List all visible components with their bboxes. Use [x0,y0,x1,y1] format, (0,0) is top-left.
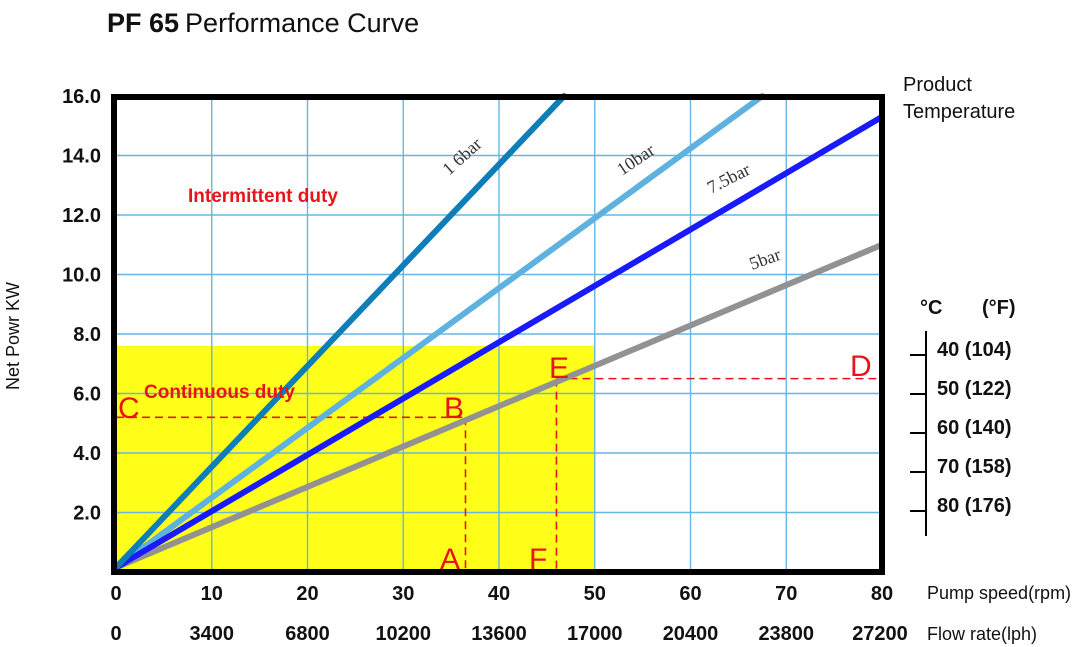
x-tick-label-speed: 10 [201,583,223,605]
y-axis-label: Net Powr KW [3,282,23,390]
x-tick-label-flow: 20400 [663,623,719,645]
x-tick-label-flow: 3400 [190,623,235,645]
annotation-b: B [444,392,464,425]
continuous-duty-label: Continuous duty [144,382,295,403]
annotation-d: D [850,350,872,383]
y-tick-label: 10.0 [62,265,101,287]
y-tick-label: 12.0 [62,205,101,227]
x-tick-label-speed: 40 [488,583,510,605]
y-tick-label: 8.0 [73,324,101,346]
temperature-unit-f: (°F) [982,297,1016,319]
temperature-unit-c: °C [920,297,942,319]
x-tick-label-flow: 10200 [375,623,431,645]
y-tick-label: 6.0 [73,384,101,406]
y-tick-label: 16.0 [62,86,101,108]
x-tick-label-speed: 30 [392,583,414,605]
y-tick-label: 14.0 [62,146,101,168]
y-tick-label: 2.0 [73,503,101,525]
annotation-a: A [440,543,460,576]
x-tick-label-speed: 60 [679,583,701,605]
x-ticks: 0 10 20 30 40 50 60 70 80 0 3400 6800 10200 13600 1700… [110,583,907,645]
x-tick-label-flow: 23800 [758,623,814,645]
temperature-value: 50 (122) [937,378,1012,400]
grid [114,97,882,572]
temperature-value: 80 (176) [937,495,1012,517]
x-tick-label-speed: 70 [775,583,797,605]
x-axis-label-speed: Pump speed(rpm) [927,583,1071,603]
annotation-f: F [529,543,547,576]
temperature-scale-values: 40 (104) 50 (122) 60 (140) 70 (158) 80 (176) [910,339,1012,517]
temperature-label-line2: Temperature [903,101,1015,123]
x-tick-label-flow: 27200 [852,623,908,645]
y-ticks: 16.0 14.0 12.0 10.0 8.0 6.0 4.0 2.0 [62,86,101,525]
x-tick-label-flow: 17000 [567,623,623,645]
x-tick-label-speed: 80 [871,583,893,605]
x-tick-label-speed: 20 [296,583,318,605]
temperature-value: 70 (158) [937,456,1012,478]
x-tick-label-flow: 0 [110,623,121,645]
x-tick-label-flow: 13600 [471,623,527,645]
series-line-10bar [113,93,766,571]
series-line-16bar [113,93,568,571]
x-tick-label-speed: 0 [110,583,121,605]
series-line-5bar [113,241,885,571]
x-tick-label-speed: 50 [584,583,606,605]
temperature-label-line1: Product [903,74,972,96]
chart-title-model: PF 65 [107,8,179,38]
temperature-value: 60 (140) [937,417,1012,439]
series-lines [113,93,885,571]
chart-title: PF 65 Performance Curve [107,8,419,38]
plot-frame [111,94,885,575]
x-axis-label-flow: Flow rate(lph) [927,624,1037,644]
series-line-75bar [113,113,885,571]
annotation-e: E [549,352,569,385]
temperature-value: 40 (104) [937,339,1012,361]
guide-lines [116,377,882,572]
x-tick-label-flow: 6800 [285,623,330,645]
annotation-c: C [118,392,140,425]
chart-title-text: Performance Curve [185,8,419,38]
intermittent-duty-label: Intermittent duty [188,186,338,207]
y-tick-label: 4.0 [73,443,101,465]
